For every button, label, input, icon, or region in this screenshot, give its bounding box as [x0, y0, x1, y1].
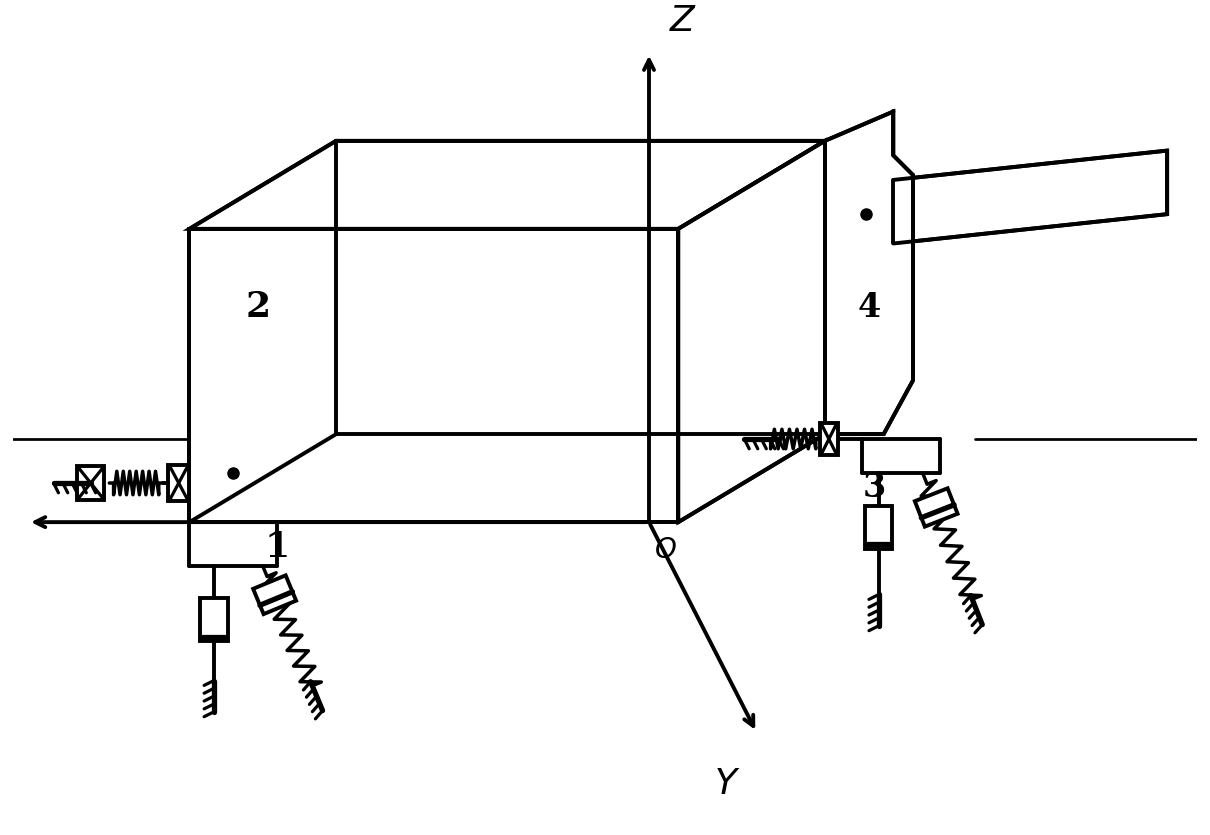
Polygon shape: [865, 505, 893, 549]
Text: $Z$: $Z$: [669, 4, 697, 38]
Text: 2: 2: [246, 290, 271, 324]
Polygon shape: [820, 423, 837, 455]
Polygon shape: [336, 141, 825, 434]
Text: 3: 3: [863, 472, 886, 504]
Polygon shape: [190, 229, 679, 522]
Text: $O$: $O$: [653, 537, 676, 564]
Polygon shape: [825, 112, 914, 434]
Polygon shape: [190, 141, 825, 229]
Polygon shape: [200, 599, 227, 641]
Text: 4: 4: [858, 291, 881, 323]
Polygon shape: [893, 150, 1168, 244]
Polygon shape: [679, 141, 825, 522]
Polygon shape: [253, 575, 296, 614]
Text: 1: 1: [265, 529, 290, 564]
Polygon shape: [77, 467, 104, 499]
Text: $Y$: $Y$: [714, 767, 741, 801]
Polygon shape: [168, 465, 190, 501]
Polygon shape: [915, 488, 957, 527]
